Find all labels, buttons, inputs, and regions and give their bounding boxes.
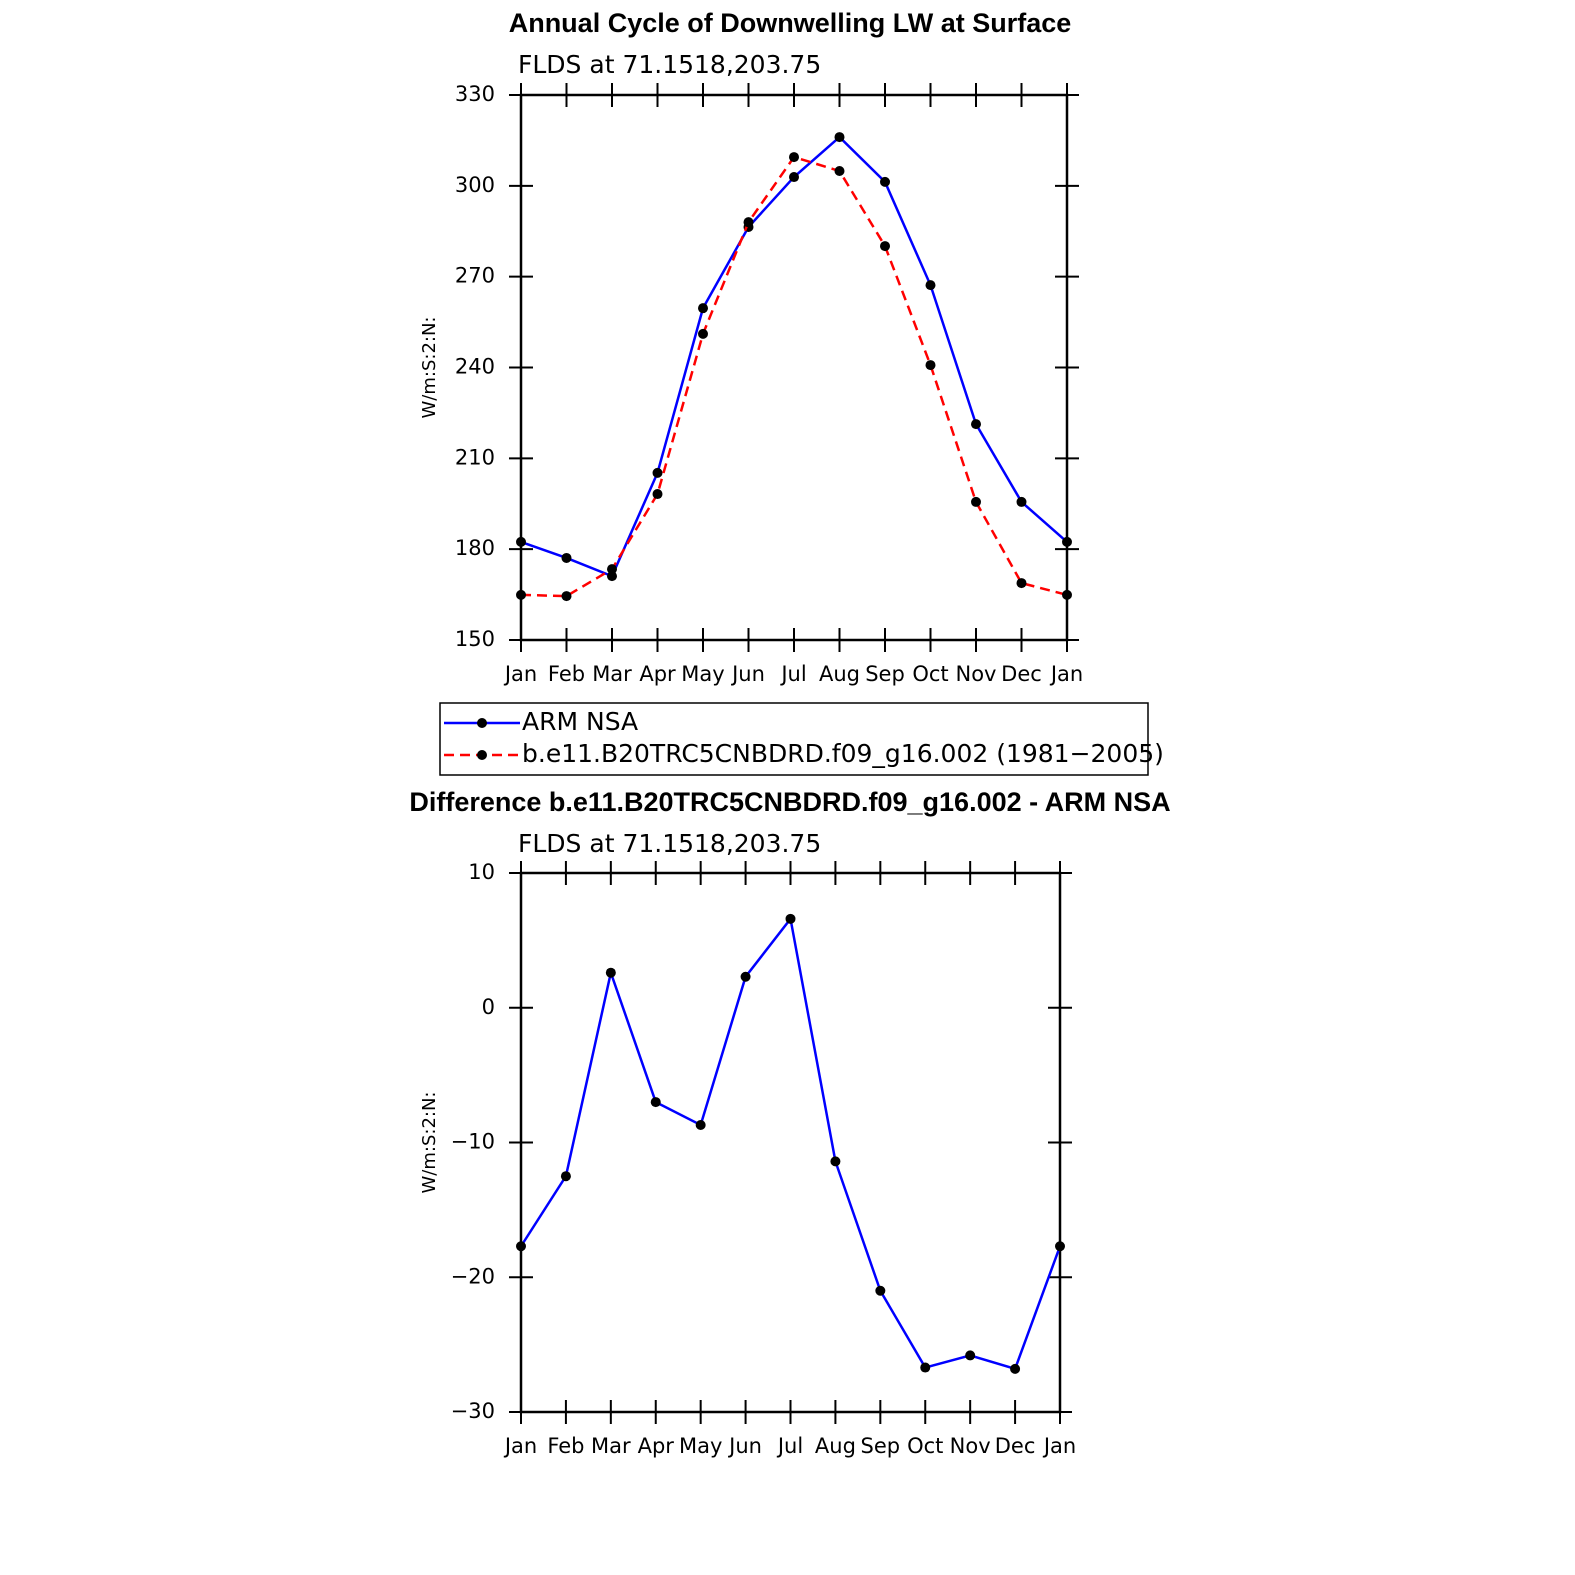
legend-label: b.e11.B20TRC5CNBDRD.f09_g16.002 (1981−20… [522, 739, 1164, 768]
x-tick-label: Dec [1001, 662, 1042, 686]
x-tick-label: Mar [591, 1434, 631, 1458]
y-tick-label: 180 [455, 536, 495, 560]
data-point [1062, 536, 1072, 547]
data-point [650, 1097, 661, 1108]
y-tick-label: 10 [468, 860, 495, 884]
x-tick-label: Jan [503, 1434, 537, 1458]
x-tick-label: Jan [503, 662, 537, 686]
chart-subtitle: FLDS at 71.1518,203.75 [518, 50, 821, 79]
data-point [652, 489, 663, 500]
x-tick-label: Aug [819, 662, 860, 686]
data-point [695, 1119, 706, 1130]
data-point [830, 1156, 841, 1167]
data-point [516, 1241, 526, 1252]
series-line [520, 135, 1068, 578]
x-tick-label: Nov [956, 662, 997, 686]
x-tick-label: Oct [907, 1434, 943, 1458]
data-point [1055, 1241, 1065, 1252]
data-point [561, 591, 572, 602]
data-point [880, 176, 890, 187]
x-tick-label: Oct [912, 662, 948, 686]
x-tick-label: Jun [730, 662, 765, 686]
y-tick-label: −20 [451, 1264, 495, 1288]
data-point [740, 971, 751, 982]
y-axis-label: W/m:S:2:N: [419, 317, 440, 419]
data-point [834, 165, 845, 176]
data-point [785, 913, 796, 924]
data-point [789, 152, 799, 163]
y-tick-label: 240 [455, 355, 495, 379]
y-tick-label: 300 [455, 173, 495, 197]
x-tick-label: Jan [1042, 1434, 1076, 1458]
data-point [880, 241, 890, 252]
chart-title: Annual Cycle of Downwelling LW at Surfac… [509, 8, 1072, 38]
x-tick-label: Dec [995, 1434, 1036, 1458]
data-point [834, 132, 845, 143]
x-tick-label: Feb [548, 662, 585, 686]
data-point [516, 589, 526, 600]
data-point [925, 360, 936, 371]
data-point [965, 1350, 976, 1361]
series-line [519, 915, 1062, 1371]
x-tick-label: Jul [779, 662, 806, 686]
data-point [971, 496, 981, 507]
x-tick-label: Mar [592, 662, 632, 686]
data-point [560, 1171, 571, 1182]
x-tick-label: Jan [1049, 662, 1083, 686]
data-point [1010, 1363, 1021, 1374]
data-point [971, 419, 981, 430]
data-point [698, 328, 708, 339]
legend-marker [477, 718, 487, 728]
y-tick-label: 0 [482, 995, 495, 1019]
x-tick-label: Sep [865, 662, 905, 686]
data-point [1062, 589, 1072, 600]
plot-frame [519, 871, 1062, 1414]
y-tick-label: −10 [451, 1130, 495, 1154]
data-point [698, 303, 708, 314]
legend-box [439, 702, 1149, 776]
y-axis-label: W/m:S:2:N: [419, 1092, 440, 1194]
data-point [920, 1362, 931, 1373]
data-point [1016, 578, 1027, 589]
data-point [1016, 496, 1027, 507]
x-tick-label: May [679, 1434, 722, 1458]
x-tick-label: May [681, 662, 724, 686]
x-tick-label: Nov [950, 1434, 991, 1458]
legend-marker [477, 750, 487, 760]
data-point [605, 967, 616, 978]
y-tick-label: −30 [451, 1399, 495, 1423]
data-point [743, 217, 754, 228]
data-point [925, 280, 936, 291]
y-tick-label: 330 [455, 82, 495, 106]
chart-title: Difference b.e11.B20TRC5CNBDRD.f09_g16.0… [409, 787, 1170, 817]
y-tick-label: 150 [455, 627, 495, 651]
x-tick-label: Apr [639, 662, 676, 686]
y-tick-label: 270 [455, 264, 495, 288]
data-point [607, 564, 617, 575]
legend-label: ARM NSA [522, 707, 638, 736]
data-point [789, 172, 799, 183]
x-tick-label: Jun [727, 1434, 762, 1458]
series-line [520, 155, 1068, 598]
y-tick-label: 210 [455, 445, 495, 469]
x-tick-label: Apr [638, 1434, 675, 1458]
data-point [875, 1285, 886, 1296]
x-tick-label: Aug [815, 1434, 856, 1458]
data-point [561, 552, 572, 563]
x-tick-label: Sep [861, 1434, 901, 1458]
data-point [516, 536, 526, 547]
chart-subtitle: FLDS at 71.1518,203.75 [518, 829, 821, 858]
x-tick-label: Feb [547, 1434, 584, 1458]
data-point [607, 571, 617, 582]
x-tick-label: Jul [776, 1434, 803, 1458]
data-point [652, 467, 663, 478]
